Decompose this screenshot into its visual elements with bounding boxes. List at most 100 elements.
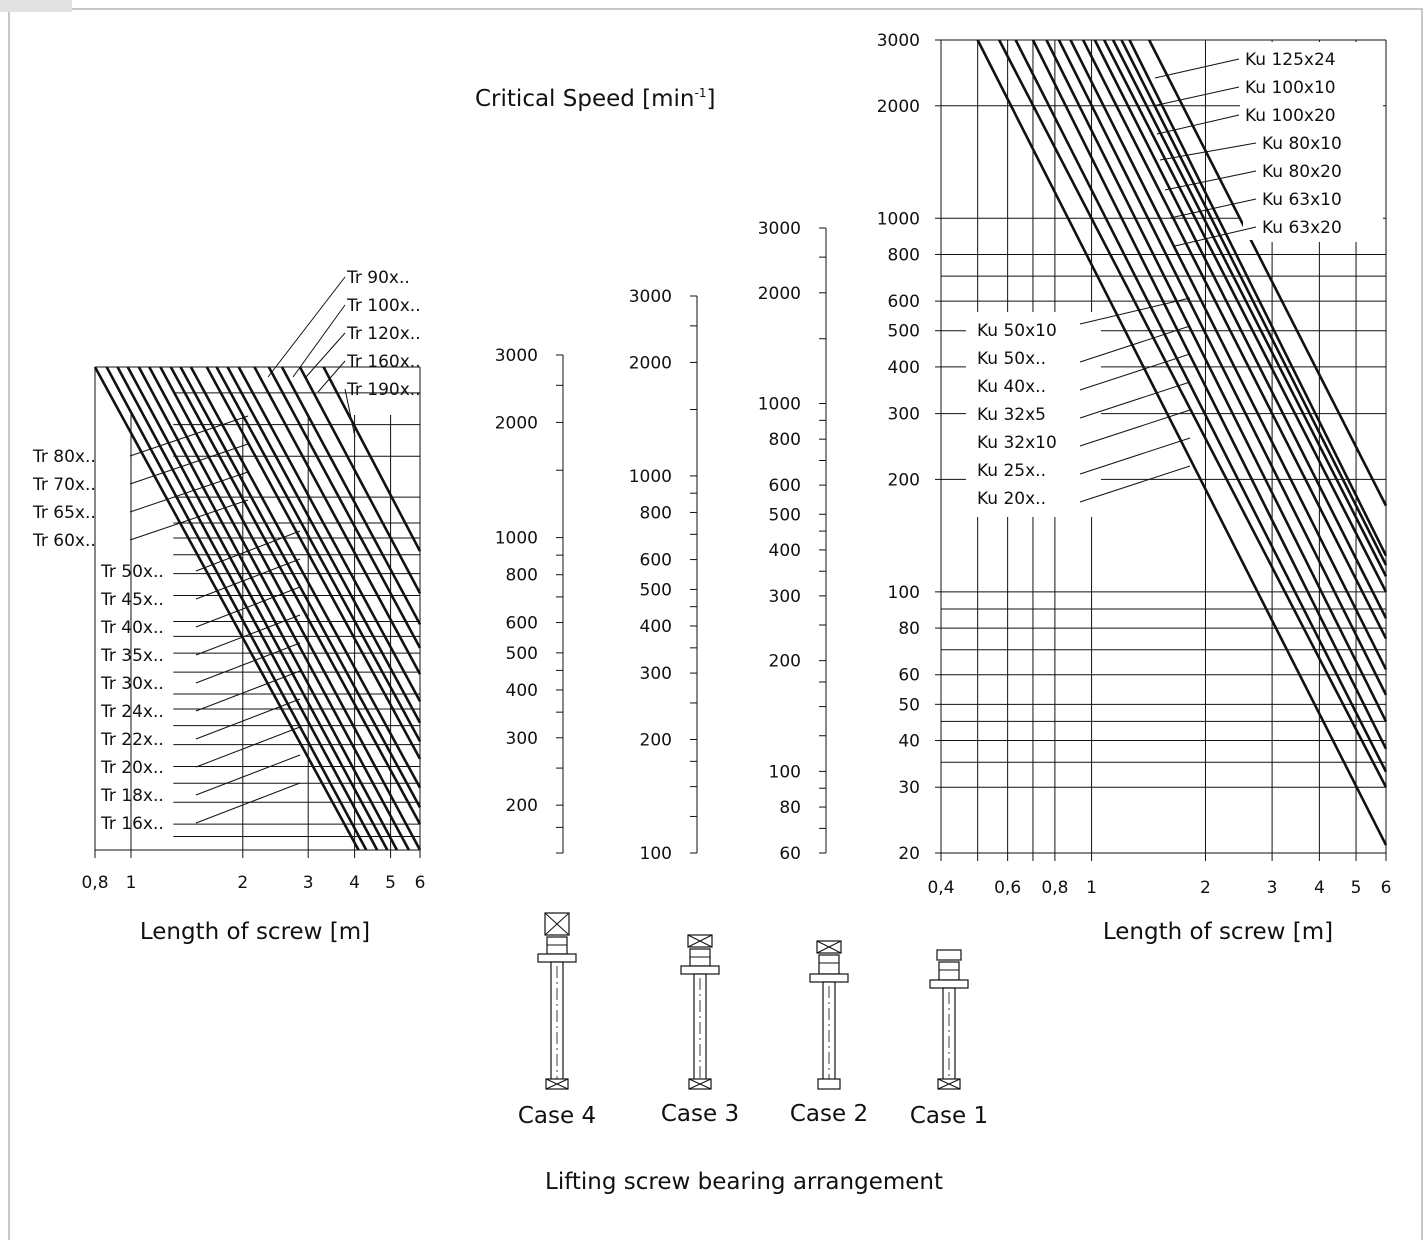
right-series-line xyxy=(976,39,1388,846)
scale-tick-label: 3000 xyxy=(758,219,801,239)
left-series-label: Tr 40x.. xyxy=(100,618,164,638)
leader-line xyxy=(317,360,346,393)
leader-line xyxy=(1079,465,1191,503)
left-series-line xyxy=(159,366,422,851)
scale-tick-label: 400 xyxy=(506,681,538,701)
right-x-tick-label: 0,4 xyxy=(927,878,954,898)
chart-title: Critical Speed [min-1] xyxy=(475,86,715,112)
left-series-label: Tr 65x.. xyxy=(32,503,96,523)
scale-tick-label: 100 xyxy=(769,762,801,782)
scale-tick-label: 3000 xyxy=(495,346,538,366)
right-series-line xyxy=(1014,39,1388,773)
leader-line xyxy=(195,726,301,768)
scale-tick-label: 300 xyxy=(506,729,538,749)
left-series-label: Tr 16x.. xyxy=(100,814,164,834)
leader-line xyxy=(267,276,346,378)
right-x-axis-label: Length of screw [m] xyxy=(1103,919,1333,945)
flange-plate xyxy=(929,979,969,989)
left-series-line xyxy=(322,366,422,552)
scale-tick-label: 800 xyxy=(506,566,538,586)
right-series-line xyxy=(1031,39,1388,750)
left-series-line xyxy=(226,366,422,724)
right-x-tick-label: 0,6 xyxy=(994,878,1021,898)
left-series-line xyxy=(237,366,422,702)
label-backdrop xyxy=(966,312,1094,512)
case-label: Case 3 xyxy=(661,1101,739,1127)
case-label: Case 1 xyxy=(910,1103,988,1129)
scale-tick-label: 500 xyxy=(640,580,672,600)
left-series-line xyxy=(126,366,389,851)
leader-line xyxy=(195,586,301,628)
right-y-tick-label: 50 xyxy=(898,695,920,715)
left-x-tick-label: 4 xyxy=(349,873,360,893)
left-series-line xyxy=(116,366,379,851)
left-top-series-label: Tr 100x.. xyxy=(346,296,421,316)
bearing-case: Case 1 xyxy=(910,949,988,1129)
scale-tick-label: 400 xyxy=(640,617,672,637)
leader-line xyxy=(195,614,301,656)
left-series-label: Tr 60x.. xyxy=(32,531,96,551)
left-series-line xyxy=(105,366,368,851)
right-x-tick-label: 5 xyxy=(1351,878,1362,898)
right-y-tick-label: 1000 xyxy=(877,209,920,229)
right-x-tick-label: 6 xyxy=(1381,878,1392,898)
right-series-line xyxy=(998,39,1388,788)
housing xyxy=(818,954,840,975)
right-top-series-label: Ku 125x24 xyxy=(1245,50,1336,70)
label-backdrop xyxy=(1243,44,1383,240)
left-series-line xyxy=(179,366,422,809)
left-top-series-label: Tr 120x.. xyxy=(346,324,421,344)
right-top-series-label: Ku 100x20 xyxy=(1245,106,1336,126)
left-top-series-label: Tr 90x.. xyxy=(346,268,410,288)
leader-line xyxy=(1079,325,1191,363)
right-y-tick-label: 40 xyxy=(898,732,920,752)
leader-line xyxy=(1152,86,1240,107)
hatch xyxy=(937,1078,961,1090)
leader-line xyxy=(1174,226,1257,247)
bearing-case: Case 4 xyxy=(518,912,596,1129)
flange-plate xyxy=(680,965,720,975)
left-series-line xyxy=(205,366,422,760)
left-x-tick-label: 5 xyxy=(385,873,396,893)
right-series-line xyxy=(1111,39,1388,577)
leader-line xyxy=(195,670,301,712)
left-series-line xyxy=(215,366,422,742)
right-series-label: Ku 32x10 xyxy=(977,433,1057,453)
left-series-line xyxy=(298,366,422,594)
leader-line xyxy=(195,558,301,600)
left-x-tick-label: 3 xyxy=(303,873,314,893)
left-series-label: Tr 20x.. xyxy=(100,758,164,778)
leader-line xyxy=(1079,409,1191,447)
bearing-case: Case 2 xyxy=(790,940,868,1127)
right-series-line xyxy=(1057,39,1388,696)
left-series-line xyxy=(137,366,399,851)
housing xyxy=(938,961,960,981)
right-y-tick-label: 200 xyxy=(888,470,920,490)
leader-line xyxy=(129,499,249,541)
right-y-tick-label: 800 xyxy=(888,245,920,265)
leader-line xyxy=(1079,353,1191,391)
right-series-label: Ku 50x.. xyxy=(977,349,1046,369)
left-x-tick-label: 0,8 xyxy=(81,873,108,893)
right-series-label: Ku 32x5 xyxy=(977,405,1046,425)
scale-tick-label: 200 xyxy=(640,730,672,750)
right-y-tick-label: 2000 xyxy=(877,97,920,117)
left-series-label: Tr 35x.. xyxy=(100,646,164,666)
right-y-tick-label: 3000 xyxy=(877,31,920,51)
leader-line xyxy=(292,304,346,378)
right-x-tick-label: 3 xyxy=(1267,878,1278,898)
leader-line xyxy=(129,415,249,457)
leader-line xyxy=(195,754,301,796)
scale-tick-label: 2000 xyxy=(495,413,538,433)
ball-screw-chart: 3000 2000 1000 800 600 500 400 300 200 100 80 60 50 4… xyxy=(877,31,1392,898)
left-series-line xyxy=(148,366,411,851)
right-series-label: Ku 25x.. xyxy=(977,461,1046,481)
scale-tick-label: 100 xyxy=(640,844,672,864)
right-y-tick-label: 500 xyxy=(888,322,920,342)
scale-tick-label: 400 xyxy=(769,541,801,561)
scale-tick-label: 1000 xyxy=(758,395,801,415)
leader-line xyxy=(1159,142,1257,161)
case-label: Case 4 xyxy=(518,1103,596,1129)
right-y-tick-label: 30 xyxy=(898,778,920,798)
